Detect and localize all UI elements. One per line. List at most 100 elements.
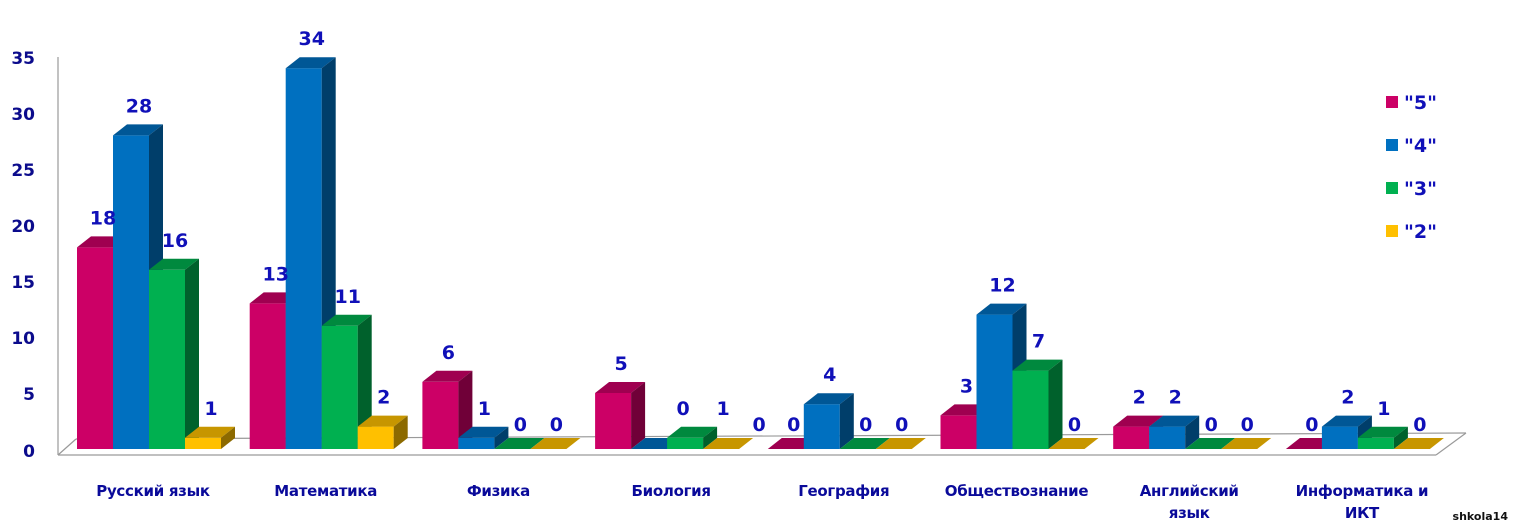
bar-top xyxy=(113,124,163,136)
bar-side xyxy=(839,393,854,449)
bar-side xyxy=(1185,415,1200,449)
legend-label: "4" xyxy=(1404,135,1437,157)
legend-swatch xyxy=(1386,96,1398,108)
bar-side xyxy=(185,258,199,449)
category-label: Русский язык xyxy=(96,482,210,500)
legend-item: "4" xyxy=(1386,135,1437,157)
legend-item: "2" xyxy=(1386,221,1437,243)
data-label: 6 xyxy=(442,342,455,364)
floor-right-edge xyxy=(1435,432,1467,456)
bar-top xyxy=(494,438,545,449)
data-label: 1 xyxy=(478,398,491,420)
legend-swatch xyxy=(1386,182,1398,194)
bar xyxy=(595,382,646,449)
bar xyxy=(1048,438,1099,450)
bar xyxy=(494,438,545,450)
bar-top xyxy=(285,57,336,69)
bar xyxy=(667,426,718,449)
bar-front xyxy=(803,404,840,449)
legend-swatch xyxy=(1386,225,1398,237)
bar xyxy=(1149,415,1200,449)
bar-top xyxy=(803,393,854,405)
data-label: 1 xyxy=(1377,398,1390,420)
y-tick-label: 35 xyxy=(11,49,35,69)
bar-front xyxy=(285,68,322,449)
bar xyxy=(1185,438,1236,450)
y-tick-label: 25 xyxy=(11,161,35,181)
category-label: Математика xyxy=(274,482,377,500)
data-label: 4 xyxy=(823,364,836,386)
bar-top xyxy=(703,438,754,449)
bar-front xyxy=(185,437,221,449)
bar-top xyxy=(839,438,890,449)
bar-top xyxy=(667,426,718,438)
bar-front xyxy=(357,426,394,449)
y-tick-label: 20 xyxy=(11,217,35,237)
bar-top xyxy=(1393,438,1444,449)
bar-top xyxy=(976,303,1027,315)
bar-front xyxy=(458,437,495,449)
bar-top xyxy=(1048,438,1099,449)
bar-front xyxy=(1149,426,1186,449)
legend-label: "3" xyxy=(1404,178,1437,200)
data-label: 0 xyxy=(895,414,908,436)
legend-item: "5" xyxy=(1386,92,1437,114)
bar xyxy=(1012,359,1063,449)
bar-front xyxy=(1012,370,1049,449)
bar-top xyxy=(321,314,372,326)
legend-label: "2" xyxy=(1404,221,1437,243)
bar xyxy=(422,370,473,449)
bar xyxy=(357,415,408,449)
bar-top xyxy=(1012,359,1063,371)
data-label: 0 xyxy=(752,414,765,436)
legend-swatch xyxy=(1386,139,1398,151)
legend-item: "3" xyxy=(1386,178,1437,200)
y-tick-label: 30 xyxy=(11,105,35,125)
data-label: 0 xyxy=(1241,414,1254,436)
data-label: 0 xyxy=(550,414,563,436)
bar xyxy=(321,314,372,449)
data-label: 2 xyxy=(377,387,390,409)
bar-side xyxy=(221,426,235,449)
chart-legend: "5" "4" "3" "2" xyxy=(1386,92,1437,243)
data-label: 12 xyxy=(989,275,1015,297)
category-label: Обществознание xyxy=(945,482,1089,500)
bar-front xyxy=(595,393,632,449)
bar-side xyxy=(1048,359,1063,449)
data-label: 5 xyxy=(614,353,627,375)
watermark-text: shkola14 xyxy=(1453,510,1509,523)
bar-top xyxy=(1357,426,1408,438)
chart-bars xyxy=(77,57,1444,450)
data-label: 1 xyxy=(204,398,217,420)
data-label: 0 xyxy=(514,414,527,436)
bar-top xyxy=(149,258,199,270)
bar-top xyxy=(1221,438,1272,449)
bar-top xyxy=(1185,438,1236,449)
bar-front xyxy=(1113,426,1150,449)
bar-front xyxy=(1357,437,1394,449)
bar-side xyxy=(393,415,408,449)
bar-top xyxy=(1113,415,1164,427)
category-label: Английский xyxy=(1140,482,1239,500)
data-label: 0 xyxy=(1305,414,1318,436)
bar-top xyxy=(422,370,473,382)
data-label: 2 xyxy=(1341,387,1354,409)
bar-side xyxy=(458,370,473,449)
bar-side xyxy=(631,382,646,449)
data-label: 16 xyxy=(162,230,188,252)
bar-top xyxy=(185,426,235,438)
bar-top xyxy=(595,382,646,393)
bar xyxy=(185,426,235,449)
bar-front xyxy=(249,303,286,449)
legend-label: "5" xyxy=(1404,92,1437,114)
data-label: 0 xyxy=(1205,414,1218,436)
category-label: География xyxy=(798,482,889,500)
floor-left-edge xyxy=(57,438,77,456)
data-label: 2 xyxy=(1169,387,1182,409)
data-label: 0 xyxy=(1413,414,1426,436)
category-label: язык xyxy=(1169,504,1210,522)
data-label: 13 xyxy=(262,263,288,285)
bar xyxy=(458,426,509,449)
category-label: Физика xyxy=(467,482,530,500)
